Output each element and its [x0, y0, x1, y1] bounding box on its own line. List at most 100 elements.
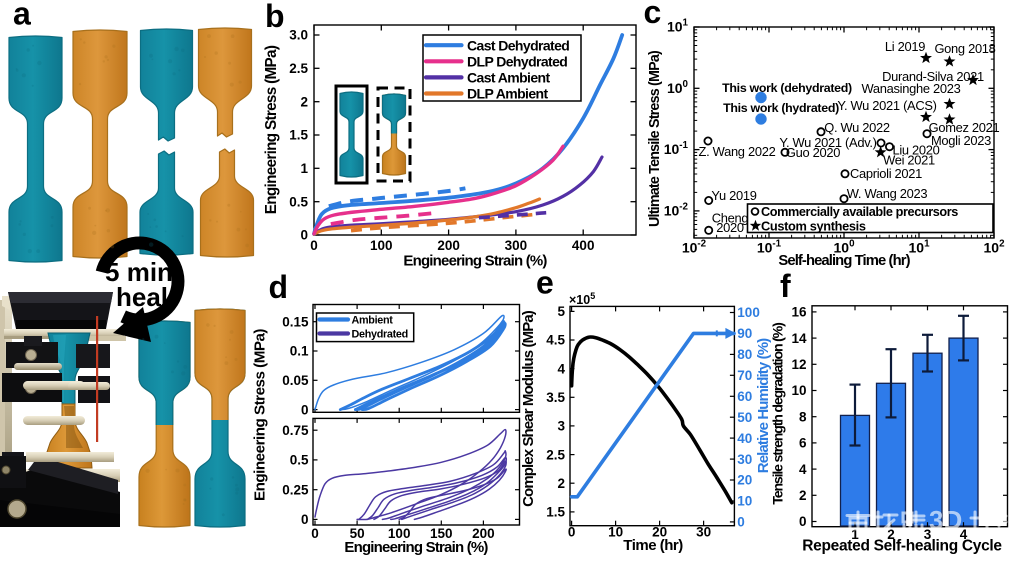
svg-text:30: 30 — [737, 452, 752, 467]
svg-text:0.05: 0.05 — [282, 373, 309, 388]
svg-text:Engineering Strain (%): Engineering Strain (%) — [344, 539, 488, 556]
svg-text:Durand-Silva 2021: Durand-Silva 2021 — [882, 69, 984, 84]
svg-text:3.0: 3.0 — [289, 28, 308, 43]
svg-text:heal: heal — [116, 282, 168, 312]
svg-text:Relative Humidity (%): Relative Humidity (%) — [755, 338, 772, 473]
svg-text:×105: ×105 — [569, 291, 595, 307]
svg-text:200: 200 — [472, 526, 495, 541]
svg-text:Engineering Strain (%): Engineering Strain (%) — [403, 253, 547, 270]
svg-text:10: 10 — [608, 525, 623, 540]
svg-text:3: 3 — [557, 419, 565, 434]
svg-text:Dehydrated: Dehydrated — [352, 328, 408, 340]
svg-text:0.1: 0.1 — [290, 344, 309, 359]
svg-text:100: 100 — [370, 238, 393, 253]
svg-text:Ambient: Ambient — [352, 314, 394, 326]
svg-text:a: a — [13, 0, 31, 32]
svg-text:0: 0 — [311, 526, 319, 541]
svg-text:1.5: 1.5 — [546, 505, 565, 520]
svg-text:8: 8 — [799, 409, 807, 424]
svg-text:e: e — [536, 265, 554, 301]
svg-text:This work (dehydrated): This work (dehydrated) — [722, 81, 852, 95]
svg-text:2: 2 — [799, 488, 807, 503]
svg-text:b: b — [265, 0, 285, 34]
svg-text:12: 12 — [791, 357, 806, 372]
svg-text:Cast Ambient: Cast Ambient — [467, 70, 550, 86]
svg-text:Guo 2020: Guo 2020 — [786, 145, 840, 160]
svg-text:0.5: 0.5 — [289, 194, 308, 209]
svg-text:10: 10 — [737, 494, 752, 509]
svg-text:Cast Dehydrated: Cast Dehydrated — [467, 37, 569, 53]
svg-text:0: 0 — [799, 514, 807, 529]
svg-text:Y. Wu 2021 (ACS): Y. Wu 2021 (ACS) — [837, 98, 936, 113]
svg-text:f: f — [780, 268, 791, 304]
svg-text:Cheng: Cheng — [712, 211, 749, 226]
svg-text:5: 5 — [557, 304, 565, 319]
svg-text:1: 1 — [851, 527, 859, 542]
svg-text:4: 4 — [557, 361, 565, 376]
svg-text:4: 4 — [960, 527, 968, 542]
svg-text:5 min: 5 min — [105, 257, 173, 287]
svg-text:Liu 2020: Liu 2020 — [892, 143, 939, 158]
svg-text:4: 4 — [799, 462, 807, 477]
svg-text:0.25: 0.25 — [282, 482, 309, 497]
svg-text:6: 6 — [799, 436, 807, 451]
svg-text:Wanasinghe 2023: Wanasinghe 2023 — [862, 81, 961, 96]
svg-text:0.15: 0.15 — [282, 314, 309, 329]
svg-text:2: 2 — [300, 94, 308, 109]
svg-text:60: 60 — [737, 389, 752, 404]
svg-text:16: 16 — [791, 305, 807, 320]
svg-text:14: 14 — [791, 331, 807, 346]
svg-text:2: 2 — [557, 476, 565, 491]
svg-text:40: 40 — [737, 431, 752, 446]
svg-text:2020: 2020 — [716, 220, 744, 235]
svg-text:100: 100 — [737, 305, 760, 320]
svg-text:Commercially available precurs: Commercially available precursors — [761, 205, 958, 219]
svg-text:3D: 3D — [929, 505, 962, 535]
svg-text:Caprioli 2021: Caprioli 2021 — [850, 166, 922, 181]
svg-text:4.5: 4.5 — [546, 333, 565, 348]
svg-text:c: c — [644, 0, 662, 30]
svg-text:1: 1 — [300, 161, 308, 176]
svg-text:d: d — [269, 269, 289, 305]
svg-text:Ultimate Tensile Stress (MPa): Ultimate Tensile Stress (MPa) — [647, 50, 663, 227]
svg-text:Mogli 2023: Mogli 2023 — [931, 133, 991, 148]
svg-text:20: 20 — [652, 525, 667, 540]
svg-text:Complex Shear Modulus (MPa): Complex Shear Modulus (MPa) — [520, 310, 537, 507]
svg-text:80: 80 — [737, 347, 752, 362]
svg-text:0: 0 — [737, 515, 745, 530]
svg-text:Engineering Stress (MPa): Engineering Stress (MPa) — [263, 45, 280, 214]
svg-text:10: 10 — [791, 383, 806, 398]
svg-text:DLP Dehydrated: DLP Dehydrated — [467, 54, 567, 70]
svg-text:0: 0 — [301, 512, 309, 527]
svg-text:Repeated Self-healing Cycle: Repeated Self-healing Cycle — [802, 538, 1002, 555]
svg-text:Q. Wu 2022: Q. Wu 2022 — [824, 120, 890, 135]
svg-text:400: 400 — [572, 238, 595, 253]
svg-text:2.5: 2.5 — [546, 447, 565, 462]
svg-text:150: 150 — [430, 526, 453, 541]
svg-text:0.75: 0.75 — [282, 423, 309, 438]
svg-text:0: 0 — [301, 402, 309, 417]
svg-text:0: 0 — [568, 525, 576, 540]
svg-text:20: 20 — [737, 473, 752, 488]
svg-text:DLP Ambient: DLP Ambient — [467, 86, 548, 102]
svg-text:300: 300 — [505, 238, 528, 253]
svg-text:Custom synthesis: Custom synthesis — [761, 218, 866, 233]
svg-text:Li 2019: Li 2019 — [885, 39, 925, 54]
svg-text:Wei 2021: Wei 2021 — [883, 153, 935, 168]
svg-text:0.5: 0.5 — [290, 453, 309, 468]
svg-text:Self-healing Time (hr): Self-healing Time (hr) — [778, 253, 910, 269]
svg-text:Time (hr): Time (hr) — [623, 537, 683, 554]
svg-text:W. Wang 2023: W. Wang 2023 — [847, 186, 928, 201]
svg-text:70: 70 — [737, 368, 752, 383]
svg-text:0: 0 — [300, 228, 308, 243]
svg-text:50: 50 — [350, 526, 365, 541]
svg-text:0: 0 — [310, 238, 318, 253]
svg-text:3.5: 3.5 — [546, 390, 565, 405]
svg-text:30: 30 — [696, 525, 711, 540]
svg-text:2.5: 2.5 — [289, 61, 308, 76]
svg-text:3: 3 — [924, 527, 932, 542]
svg-text:Tensile strength degradation (: Tensile strength degradation (%) — [771, 322, 787, 505]
svg-text:Engineering Stress (MPa): Engineering Stress (MPa) — [252, 329, 269, 501]
svg-text:Gong 2018: Gong 2018 — [934, 41, 995, 56]
svg-text:50: 50 — [737, 410, 752, 425]
